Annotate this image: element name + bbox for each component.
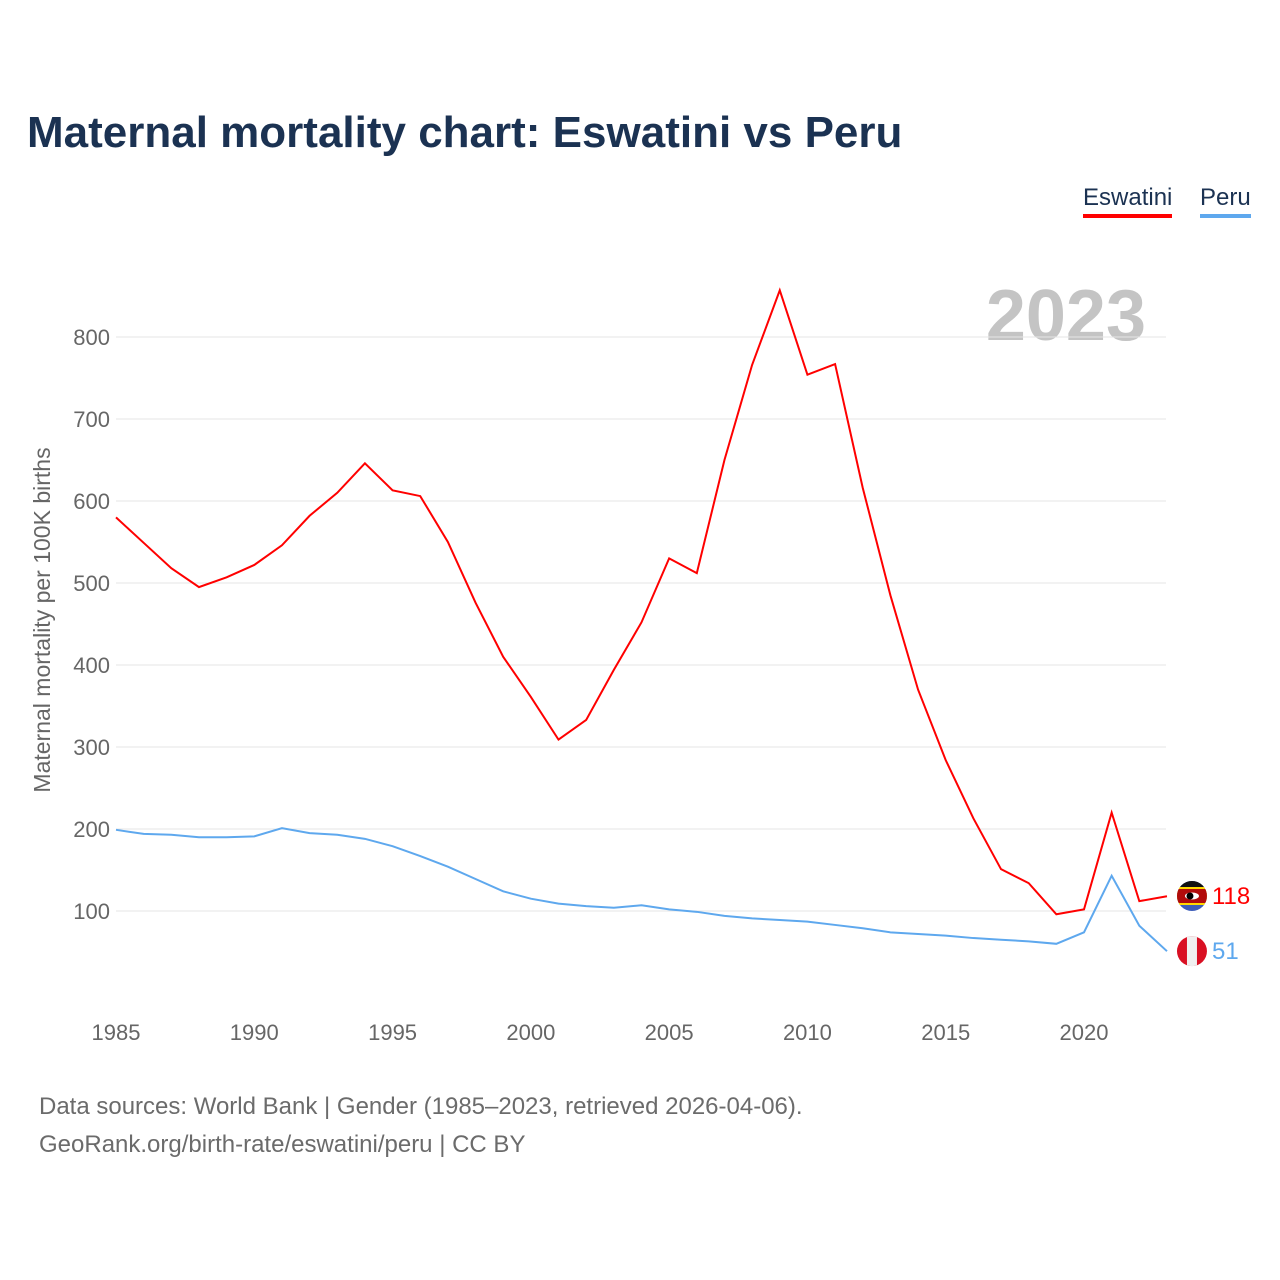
y-tick-label: 100 xyxy=(73,899,110,924)
x-tick-label: 2010 xyxy=(783,1020,832,1045)
eswatini-flag-icon xyxy=(1176,881,1207,911)
y-tick-label: 300 xyxy=(73,735,110,760)
y-tick-label: 700 xyxy=(73,407,110,432)
y-tick-label: 200 xyxy=(73,817,110,842)
x-tick-label: 1985 xyxy=(92,1020,141,1045)
x-tick-label: 2000 xyxy=(506,1020,555,1045)
x-tick-label: 2015 xyxy=(921,1020,970,1045)
x-tick-label: 2005 xyxy=(645,1020,694,1045)
x-tick-label: 1990 xyxy=(230,1020,279,1045)
year-watermark: 2023 xyxy=(986,276,1146,356)
series-line-peru xyxy=(115,827,1168,952)
end-value-label: 51 xyxy=(1212,938,1239,965)
x-tick-label: 1995 xyxy=(368,1020,417,1045)
y-tick-label: 600 xyxy=(73,489,110,514)
source-note: Data sources: World Bank | Gender (1985–… xyxy=(39,1088,803,1164)
x-tick-label: 2020 xyxy=(1060,1020,1109,1045)
y-axis-label: Maternal mortality per 100K births xyxy=(29,447,55,792)
source-line-2[interactable]: GeoRank.org/birth-rate/eswatini/peru | C… xyxy=(39,1131,526,1158)
legend-item-peru[interactable]: Peru xyxy=(1200,184,1251,218)
y-tick-label: 400 xyxy=(73,653,110,678)
legend-item-eswatini[interactable]: Eswatini xyxy=(1083,184,1173,218)
end-value-label: 118 xyxy=(1212,883,1250,910)
peru-flag-icon xyxy=(1176,936,1207,967)
chart-title: Maternal mortality chart: Eswatini vs Pe… xyxy=(27,108,903,157)
y-tick-label: 800 xyxy=(73,325,110,350)
series-line-eswatini xyxy=(115,287,1168,916)
source-line-1: Data sources: World Bank | Gender (1985–… xyxy=(39,1093,803,1120)
y-tick-label: 500 xyxy=(73,571,110,596)
